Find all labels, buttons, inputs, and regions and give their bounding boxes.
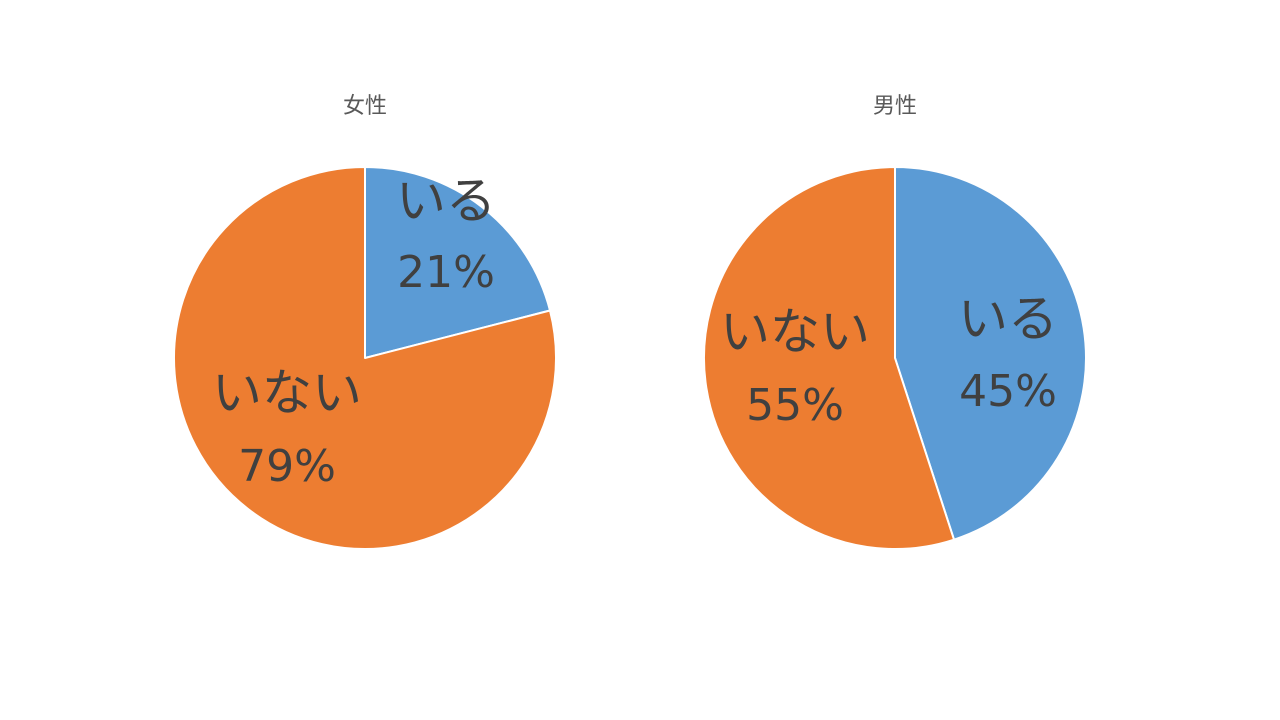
data-label-name-male-iru: いる [958, 290, 1058, 348]
pie-slices-male [703, 166, 1087, 550]
pie-chart-male: 男性 いる 45% いない 55% [703, 94, 1087, 550]
data-label-name-male-inai: いない [720, 303, 870, 361]
pie-slices-female [173, 166, 557, 550]
pie-slice-female-inai [173, 166, 557, 550]
chart-title-female: 女性 [343, 94, 387, 119]
data-label-name-female-inai: いない [212, 364, 362, 422]
pie-slice-female-iru [364, 166, 551, 359]
pie-labels-female: いる 21% いない 79% [212, 172, 496, 492]
data-label-percent-female-inai: 79% [238, 441, 336, 492]
data-label-percent-female-iru: 21% [397, 247, 495, 298]
data-label-percent-male-inai: 55% [746, 380, 844, 431]
pie-chart-female: 女性 いる 21% いない 79% [173, 94, 557, 550]
pie-slice-male-iru [894, 166, 1087, 541]
data-label-percent-male-iru: 45% [959, 366, 1057, 417]
pie-slice-male-inai [703, 166, 956, 550]
chart-title-male: 男性 [873, 94, 917, 119]
pie-labels-male: いる 45% いない 55% [720, 290, 1058, 431]
data-label-name-female-iru: いる [396, 172, 496, 230]
